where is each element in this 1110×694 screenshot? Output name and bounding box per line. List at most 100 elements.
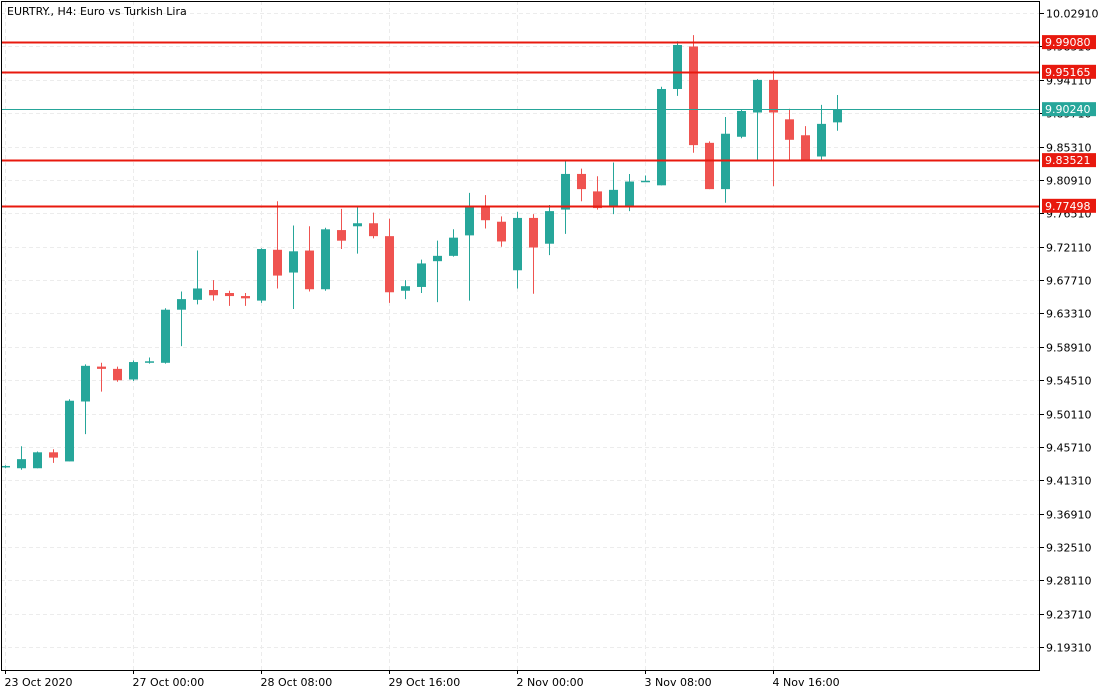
bull-candle: [193, 250, 202, 305]
candle-body: [161, 309, 170, 363]
x-tick-label: 28 Oct 08:00: [261, 676, 333, 689]
bull-candle: [1, 465, 10, 469]
candle-body: [417, 263, 426, 287]
candle-body: [609, 189, 618, 207]
y-tick-label: 9.41310: [1046, 475, 1092, 488]
bear-candle: [97, 362, 106, 392]
level-price-tag-label: 9.77498: [1045, 200, 1091, 213]
price-tags: 9.90240 9.99080 9.95165 9.83521 9.77498: [1042, 35, 1096, 213]
candle-body: [769, 79, 778, 113]
candle-body: [465, 206, 474, 236]
candle-body: [593, 191, 602, 209]
candle-body: [433, 255, 442, 262]
chart-title: EURTRY., H4: Euro vs Turkish Lira: [7, 5, 187, 18]
bull-candle: [417, 259, 426, 294]
candle-body: [305, 250, 314, 290]
candle-body: [289, 251, 298, 273]
candle-body: [385, 236, 394, 293]
bid-price-tag-bg: [1042, 102, 1096, 117]
candle-body: [353, 223, 362, 227]
bull-candle: [257, 248, 266, 303]
bull-candle: [17, 446, 26, 470]
candle-body: [337, 230, 346, 241]
candle-body: [817, 123, 826, 157]
bull-candle: [833, 95, 842, 131]
bull-candle: [817, 104, 826, 160]
x-tick-label: 23 Oct 2020: [5, 676, 73, 689]
bull-candle: [177, 291, 186, 347]
candle-body: [673, 44, 682, 89]
bear-candle: [497, 216, 506, 247]
candle-body: [145, 361, 154, 363]
bear-candle: [689, 35, 698, 153]
candle-body: [641, 180, 650, 183]
candle-body: [481, 205, 490, 221]
bear-candle: [385, 218, 394, 303]
candle-body: [513, 217, 522, 271]
bid-price-tag: 9.90240: [1042, 102, 1096, 117]
y-tick-label: 9.28110: [1046, 575, 1092, 588]
bull-candle: [737, 109, 746, 139]
candle-body: [97, 366, 106, 369]
bear-candle: [481, 195, 490, 229]
candle-body: [833, 109, 842, 123]
bear-candle: [337, 208, 346, 250]
bear-candle: [305, 226, 314, 292]
bull-candle: [321, 227, 330, 291]
candle-body: [545, 211, 554, 244]
candle-body: [257, 249, 266, 301]
bull-candle: [401, 280, 410, 300]
bear-candle: [241, 293, 250, 306]
bear-candle: [705, 141, 714, 190]
candle-body: [561, 173, 570, 210]
level-price-tag-bg: [1042, 153, 1096, 168]
candle-body: [193, 288, 202, 300]
bull-candle: [65, 399, 74, 462]
level-price-tag: 9.83521: [1042, 153, 1096, 168]
y-tick-label: 9.85310: [1046, 142, 1092, 155]
bull-candle: [673, 41, 682, 96]
level-price-tag: 9.77498: [1042, 198, 1096, 213]
candle-body: [209, 289, 218, 296]
level-price-tag-label: 9.95165: [1045, 66, 1091, 79]
candle-body: [497, 221, 506, 242]
bull-candle: [641, 175, 650, 183]
candle-body: [241, 296, 250, 299]
bull-candle: [545, 205, 554, 256]
bull-candle: [433, 240, 442, 303]
bear-candle: [593, 176, 602, 210]
candles: [1, 35, 842, 470]
bull-candle: [129, 360, 138, 382]
y-tick-label: 9.54510: [1046, 375, 1092, 388]
candle-body: [17, 459, 26, 469]
candle-body: [657, 88, 666, 186]
candle-body: [577, 173, 586, 190]
bull-candle: [753, 79, 762, 162]
y-tick-label: 9.32510: [1046, 542, 1092, 555]
x-tick-label: 3 Nov 08:00: [645, 676, 712, 689]
candle-body: [785, 119, 794, 140]
bear-candle: [785, 108, 794, 160]
candle-body: [529, 217, 538, 248]
level-price-tag-label: 9.99080: [1045, 36, 1091, 49]
x-tick-label: 4 Nov 16:00: [773, 676, 840, 689]
bid-price-tag-label: 9.90240: [1045, 103, 1091, 116]
bull-candle: [33, 451, 42, 469]
level-price-tag: 9.99080: [1042, 35, 1096, 50]
level-price-tag-bg: [1042, 64, 1096, 79]
candle-body: [33, 452, 42, 469]
candle-body: [113, 368, 122, 381]
x-tick-label: 27 Oct 00:00: [133, 676, 205, 689]
level-price-tag-bg: [1042, 198, 1096, 213]
candle-body: [625, 181, 634, 206]
x-tick-label: 29 Oct 16:00: [389, 676, 461, 689]
y-tick-label: 9.80910: [1046, 175, 1092, 188]
bull-candle: [81, 364, 90, 435]
y-tick-label: 9.63310: [1046, 308, 1092, 321]
bull-candle: [353, 205, 362, 254]
candle-body: [401, 286, 410, 291]
horizontal-levels: [1, 41, 1040, 208]
candle-body: [321, 229, 330, 290]
bear-candle: [209, 280, 218, 301]
